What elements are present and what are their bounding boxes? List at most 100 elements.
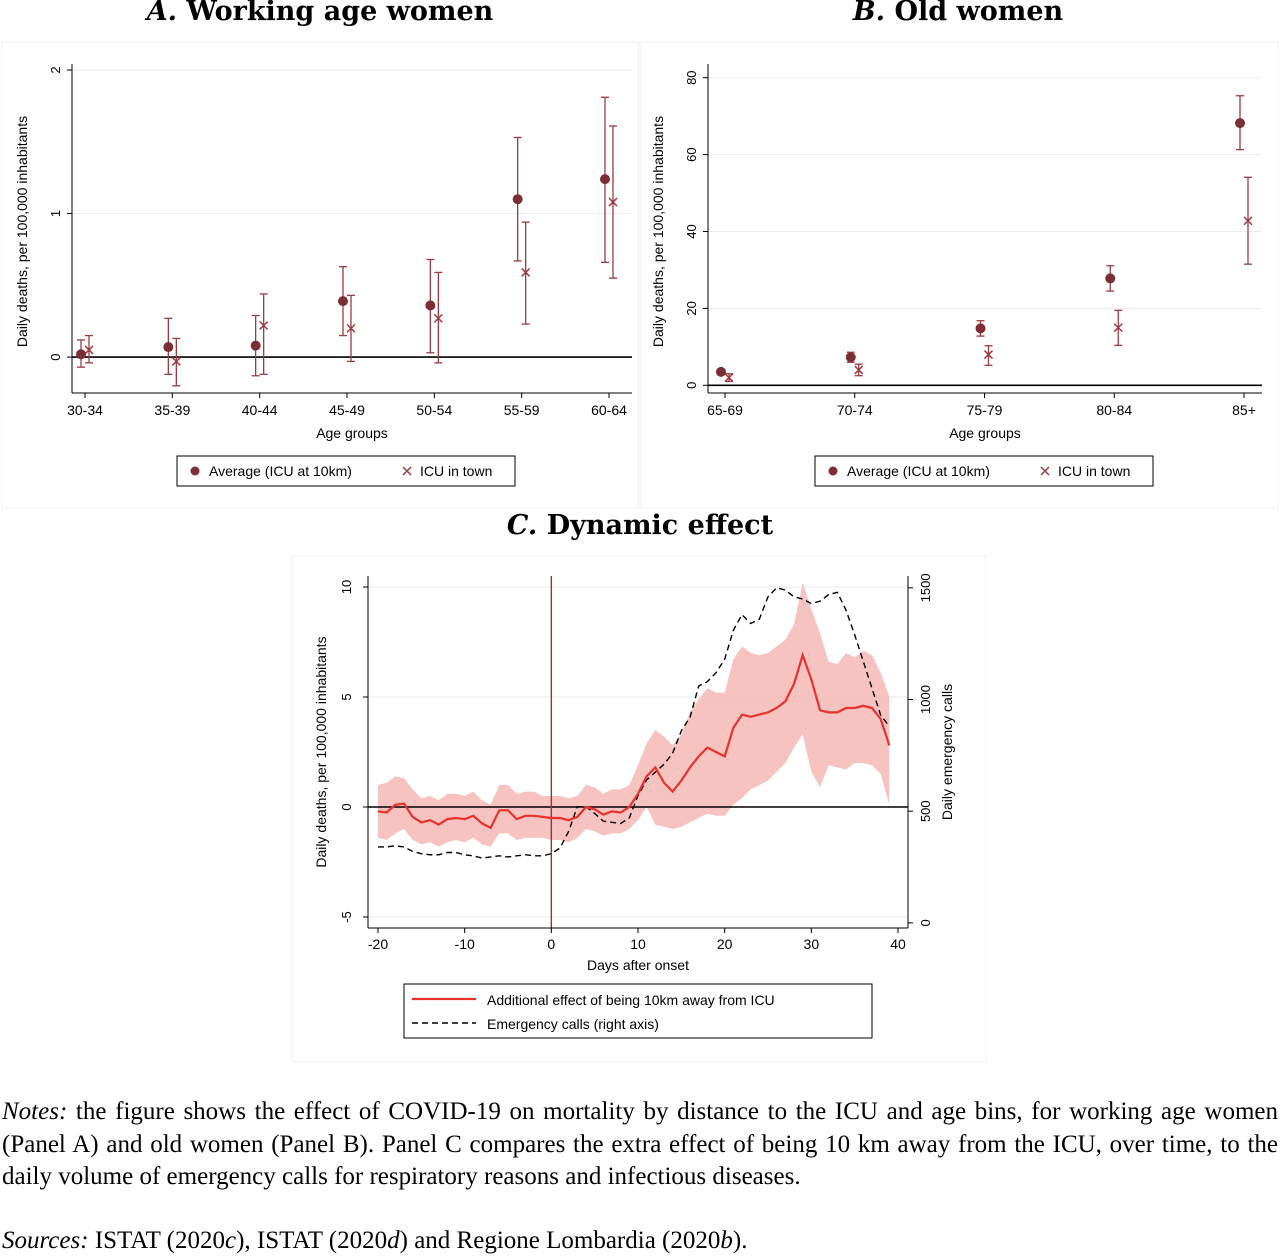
y-right-tick-label: 1500 (918, 573, 933, 602)
source-part-6: b (720, 1227, 733, 1254)
point-x (84, 345, 94, 355)
point-x (983, 350, 994, 360)
point-x (259, 320, 269, 331)
y-tick-label: 40 (684, 224, 699, 238)
x-axis-title: Age groups (316, 425, 388, 441)
panel-a-frame (1, 41, 639, 509)
legend-label: ICU in town (1058, 463, 1130, 479)
point-x (854, 365, 864, 375)
panel-a-letter: A. (146, 0, 178, 27)
notes-label: Notes: (2, 1098, 68, 1125)
point-x (433, 313, 443, 323)
legend-box (176, 455, 516, 487)
x-tick-label: -10 (455, 936, 475, 952)
x-tick-label: 80-84 (1096, 402, 1132, 418)
figure-notes: Notes: the figure shows the effect of CO… (2, 1096, 1278, 1194)
point-x (346, 323, 356, 333)
point-circle (716, 366, 726, 377)
y-right-tick-label: 1000 (918, 685, 933, 714)
x-tick-label: 40 (890, 936, 906, 952)
point-circle (338, 296, 348, 307)
point-circle (1105, 273, 1116, 284)
legend-label: Additional effect of being 10km away fro… (487, 992, 775, 1008)
source-part-4: d (387, 1227, 400, 1254)
legend-marker-circle (828, 466, 838, 476)
x-tick-label: 70-74 (837, 402, 873, 418)
point-x (171, 356, 181, 366)
y-right-tick-label: 0 (918, 919, 933, 926)
y-axis-title: Daily deaths, per 100,000 inhabitants (313, 636, 329, 867)
legend-marker-x (1040, 466, 1050, 476)
x-tick-label: 65-69 (707, 402, 743, 418)
sources-label: Sources: (2, 1227, 89, 1254)
y-tick-label: 20 (684, 301, 699, 315)
point-circle (1235, 118, 1245, 129)
x-tick-label: 85+ (1232, 402, 1256, 418)
x-tick-label: -20 (368, 936, 388, 952)
y-right-axis-title: Daily emergency calls (939, 684, 955, 820)
point-circle (845, 352, 856, 363)
point-x (1113, 323, 1123, 333)
source-part-5: ) and Regione Lombardia (2020 (399, 1227, 721, 1254)
y-tick-label: 10 (339, 580, 354, 594)
y-axis-title: Daily deaths, per 100,000 inhabitants (650, 116, 666, 347)
legend-box (814, 455, 1154, 487)
y-tick-label: 0 (339, 803, 354, 810)
point-circle (425, 300, 436, 311)
x-tick-label: 50-54 (416, 402, 452, 418)
point-circle (76, 349, 86, 360)
y-tick-label: 2 (48, 66, 63, 73)
y-tick-label: 80 (684, 70, 699, 84)
source-part-1: ISTAT (2020 (94, 1227, 225, 1254)
panel-b-letter: B. (852, 0, 886, 27)
y-axis-title: Daily deaths, per 100,000 inhabitants (14, 116, 30, 347)
point-x (1243, 216, 1253, 226)
legend-box (403, 983, 873, 1039)
figure-svg: 0 1 2 30-34 35-39 40-44 45-49 50-54 55-59 60-64 Ag… (1, 41, 1279, 1063)
legend-marker-x (402, 466, 412, 476)
legend-label: Average (ICU at 10km) (847, 463, 990, 479)
x-tick-label: 30 (804, 936, 820, 952)
point-x (521, 267, 531, 277)
legend-marker-circle (190, 466, 200, 476)
emergency-calls-line (378, 587, 890, 859)
y-tick-label: 0 (684, 382, 699, 389)
x-tick-label: 10 (630, 936, 646, 952)
y-tick-label: 1 (48, 210, 63, 217)
figure-sources: Sources: ISTAT (2020c), ISTAT (2020d) an… (2, 1225, 1278, 1257)
point-circle (512, 194, 523, 205)
point-x (724, 373, 734, 383)
point-x (608, 197, 618, 207)
legend-label: ICU in town (420, 463, 492, 479)
panel-b-title: B. Old women (853, 0, 1063, 27)
source-part-3: ), ISTAT (2020 (236, 1227, 388, 1254)
y-tick-label: 0 (48, 353, 63, 360)
x-axis-title: Days after onset (587, 957, 689, 973)
y-tick-label: 5 (339, 693, 354, 700)
panel-c-letter: C. (506, 510, 538, 541)
x-tick-label: 20 (717, 936, 733, 952)
panel-b-title-text: Old women (894, 0, 1064, 27)
x-axis-title: Age groups (949, 425, 1021, 441)
legend-label: Average (ICU at 10km) (209, 463, 352, 479)
x-tick-label: 75-79 (967, 402, 1003, 418)
x-tick-label: 60-64 (591, 402, 627, 418)
y-tick-label: 60 (684, 147, 699, 161)
point-circle (600, 174, 610, 185)
panel-a-title-text: Working age women (186, 0, 494, 27)
ci-band (378, 582, 890, 847)
point-circle (163, 342, 174, 353)
panel-a-title: A. Working age women (147, 0, 494, 27)
x-tick-label: 45-49 (329, 402, 365, 418)
x-tick-label: 0 (547, 936, 555, 952)
effect-line (377, 651, 891, 830)
legend-label: Emergency calls (right axis) (487, 1016, 659, 1032)
y-right-tick-label: 500 (918, 800, 933, 822)
source-part-2: c (225, 1227, 237, 1254)
source-part-7: ). (732, 1227, 748, 1254)
notes-text: the figure shows the effect of COVID-19 … (2, 1098, 1278, 1190)
panel-c-title: C. Dynamic effect (507, 510, 773, 541)
point-circle (975, 323, 986, 334)
panel-b-frame (639, 41, 1279, 509)
x-tick-label: 40-44 (242, 402, 278, 418)
